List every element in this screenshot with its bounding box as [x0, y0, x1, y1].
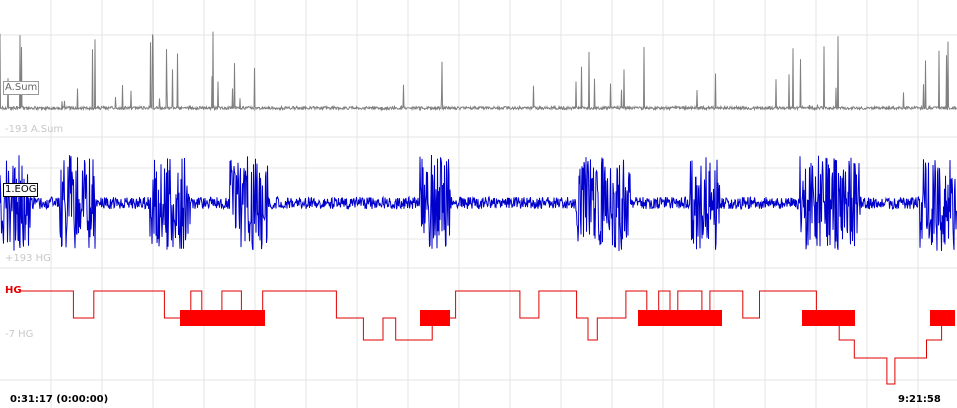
time-start: 0:31:17 (0:00:00)	[10, 394, 109, 405]
trace-label[interactable]: 1.EOG	[3, 183, 39, 197]
hypnogram-band	[180, 310, 265, 326]
trace-scale: +193 HG	[5, 253, 51, 264]
trace-scale: -193 A.Sum	[5, 124, 64, 135]
trace-scale: -7 HG	[5, 329, 34, 340]
hypnogram-band	[930, 310, 955, 326]
time-end: 9:21:58	[898, 394, 941, 405]
trace-label[interactable]: HG	[5, 285, 22, 296]
hypnogram-band	[420, 310, 450, 326]
asum-trace	[0, 31, 957, 112]
eog-trace	[0, 154, 957, 252]
hypnogram-band	[802, 310, 855, 326]
trace-label[interactable]: A.Sum	[3, 81, 40, 95]
hypnogram-trace	[20, 290, 945, 385]
hypnogram-band	[638, 310, 722, 326]
